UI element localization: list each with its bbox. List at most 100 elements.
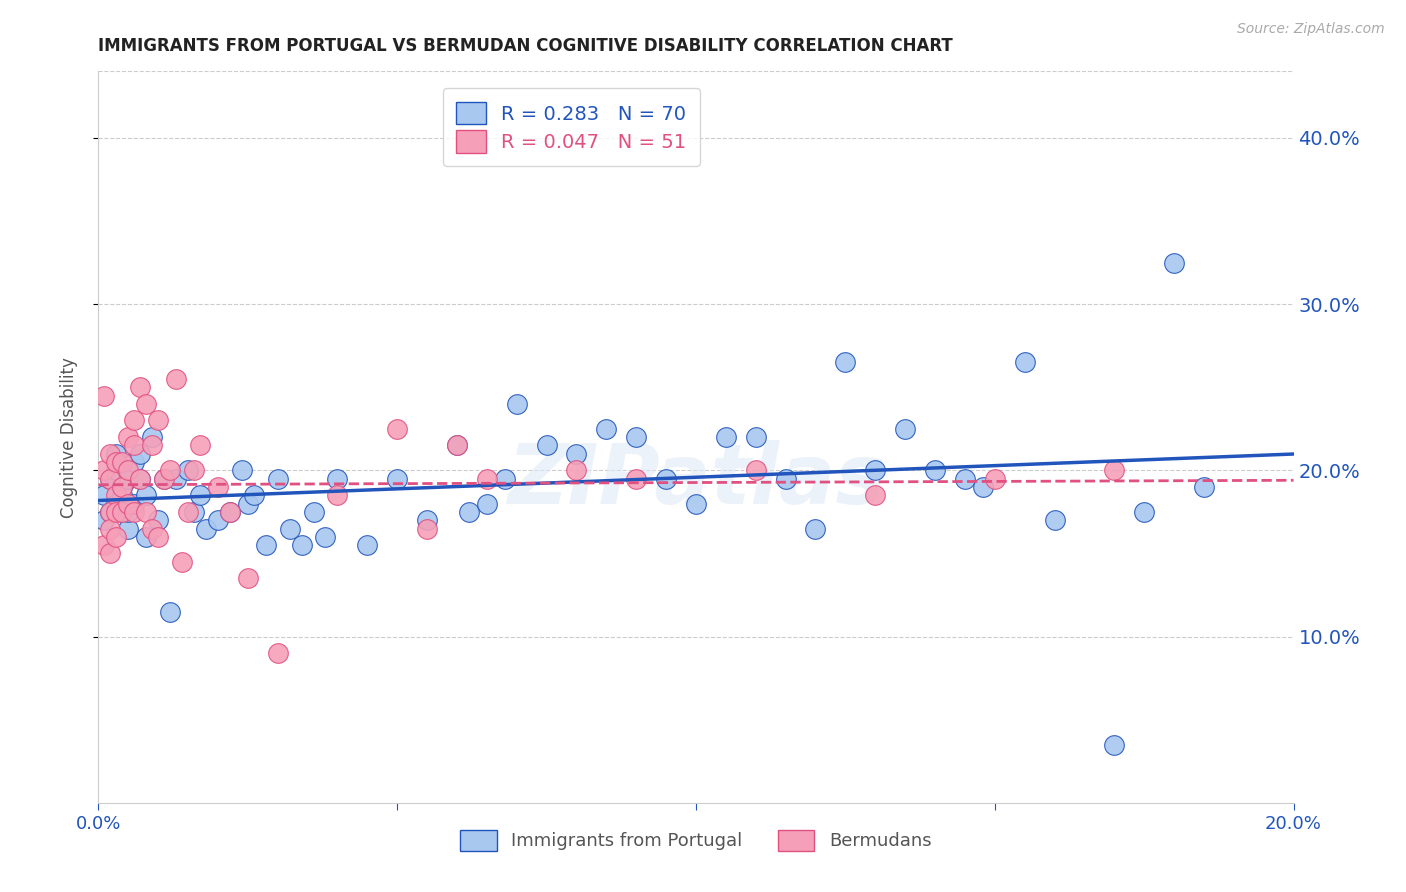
Point [111, 505, 134, 519]
Point [183, 505, 205, 519]
Point [291, 538, 314, 552]
Point [141, 438, 163, 452]
Point [124, 438, 146, 452]
Point [98, 472, 122, 486]
Point [165, 472, 187, 486]
Point [124, 455, 146, 469]
Point [267, 472, 290, 486]
Point [117, 505, 139, 519]
Point [416, 521, 439, 535]
Point [153, 472, 176, 486]
Point [219, 505, 242, 519]
Point [111, 488, 134, 502]
Point [111, 480, 134, 494]
Point [188, 488, 211, 502]
Point [93, 463, 115, 477]
Point [714, 430, 737, 444]
Point [124, 505, 146, 519]
Point [93, 513, 115, 527]
Point [865, 488, 887, 502]
Point [93, 488, 115, 502]
Point [385, 472, 409, 486]
Point [129, 472, 152, 486]
Point [494, 472, 516, 486]
Point [595, 422, 617, 436]
Point [105, 455, 128, 469]
Point [626, 430, 648, 444]
Point [326, 472, 349, 486]
Point [1043, 513, 1066, 527]
Point [1163, 255, 1185, 269]
Point [135, 488, 157, 502]
Point [745, 430, 768, 444]
Point [98, 472, 122, 486]
Point [129, 472, 152, 486]
Point [267, 646, 290, 660]
Point [172, 555, 194, 569]
Point [475, 497, 498, 511]
Point [924, 463, 946, 477]
Point [177, 463, 200, 477]
Point [231, 463, 253, 477]
Point [117, 521, 139, 535]
Point [195, 521, 218, 535]
Point [626, 472, 648, 486]
Point [1104, 738, 1126, 752]
Point [105, 488, 128, 502]
Point [475, 472, 498, 486]
Point [745, 463, 768, 477]
Point [93, 538, 115, 552]
Point [1014, 355, 1036, 369]
Point [254, 538, 277, 552]
Point [159, 463, 181, 477]
Point [302, 505, 325, 519]
Point [111, 505, 134, 519]
Point [141, 521, 163, 535]
Point [141, 430, 163, 444]
Point [356, 538, 378, 552]
Point [506, 397, 529, 411]
Point [93, 388, 115, 402]
Point [105, 505, 128, 519]
Y-axis label: Cognitive Disability: Cognitive Disability [59, 357, 77, 517]
Point [536, 438, 558, 452]
Point [153, 472, 176, 486]
Point [105, 497, 128, 511]
Point [177, 505, 200, 519]
Point [416, 513, 439, 527]
Point [894, 422, 917, 436]
Point [98, 447, 122, 461]
Point [458, 505, 481, 519]
Point [135, 530, 157, 544]
Point [117, 472, 139, 486]
Point [565, 447, 588, 461]
Point [385, 422, 409, 436]
Point [565, 463, 588, 477]
Point [117, 497, 139, 511]
Point [148, 530, 170, 544]
Point [865, 463, 887, 477]
Point [165, 372, 187, 386]
Point [972, 480, 994, 494]
Point [446, 438, 468, 452]
Point [117, 463, 139, 477]
Point [1104, 463, 1126, 477]
Point [129, 447, 152, 461]
Point [655, 472, 678, 486]
Point [105, 447, 128, 461]
Point [105, 530, 128, 544]
Point [148, 413, 170, 427]
Point [984, 472, 1007, 486]
Point [124, 413, 146, 427]
Point [236, 497, 259, 511]
Point [446, 438, 468, 452]
Point [1133, 505, 1156, 519]
Point [219, 505, 242, 519]
Point [1192, 480, 1215, 494]
Point [236, 571, 259, 585]
Point [117, 430, 139, 444]
Point [98, 546, 122, 560]
Text: Source: ZipAtlas.com: Source: ZipAtlas.com [1237, 22, 1385, 37]
Point [98, 505, 122, 519]
Point [207, 480, 229, 494]
